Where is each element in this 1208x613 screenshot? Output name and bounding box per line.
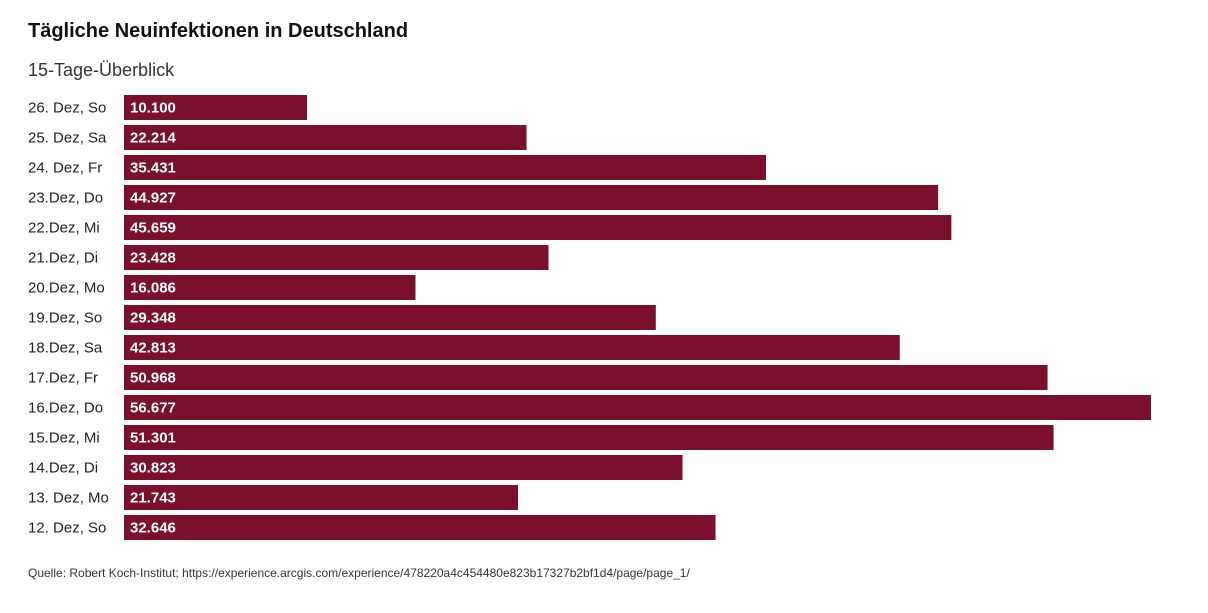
bar-row: 24. Dez, Fr 35.431 <box>28 155 767 180</box>
bar-row: 26. Dez, So 10.100 <box>28 95 308 120</box>
value-label: 10.100 <box>130 100 176 117</box>
category-label: 20.Dez, Mo <box>28 280 105 297</box>
source-note: Quelle: Robert Koch-Institut; https://ex… <box>28 566 690 580</box>
bar-row: 12. Dez, So 32.646 <box>28 515 716 540</box>
bar <box>124 485 518 510</box>
value-label: 35.431 <box>130 160 176 177</box>
category-label: 17.Dez, Fr <box>28 370 98 387</box>
bar-row: 13. Dez, Mo 21.743 <box>28 485 518 510</box>
bar-row: 23.Dez, Do 44.927 <box>28 185 939 210</box>
bar <box>124 455 683 480</box>
value-label: 45.659 <box>130 220 176 237</box>
value-label: 29.348 <box>130 310 176 327</box>
bar <box>124 515 716 540</box>
bar-row: 15.Dez, Mi 51.301 <box>28 425 1054 450</box>
value-label: 50.968 <box>130 370 176 387</box>
value-label: 23.428 <box>130 250 176 267</box>
bar <box>124 365 1048 390</box>
category-label: 24. Dez, Fr <box>28 160 102 177</box>
value-label: 56.677 <box>130 400 176 417</box>
category-label: 22.Dez, Mi <box>28 220 100 237</box>
category-label: 26. Dez, So <box>28 100 106 117</box>
value-label: 30.823 <box>130 460 176 477</box>
value-label: 21.743 <box>130 490 176 507</box>
bar <box>124 185 939 210</box>
bar <box>124 275 416 300</box>
bar <box>124 335 900 360</box>
category-label: 16.Dez, Do <box>28 400 103 417</box>
chart-subtitle: 15-Tage-Überblick <box>28 60 175 80</box>
bar <box>124 155 767 180</box>
bar <box>124 425 1054 450</box>
bar <box>124 95 308 120</box>
value-label: 32.646 <box>130 520 176 537</box>
chart-title: Tägliche Neuinfektionen in Deutschland <box>28 20 409 42</box>
bar <box>124 305 656 330</box>
value-label: 51.301 <box>130 430 176 447</box>
category-label: 18.Dez, Sa <box>28 340 103 357</box>
category-label: 25. Dez, Sa <box>28 130 107 147</box>
value-label: 44.927 <box>130 190 176 207</box>
bar-row: 14.Dez, Di 30.823 <box>28 455 683 480</box>
bar-row: 22.Dez, Mi 45.659 <box>28 215 952 240</box>
value-label: 42.813 <box>130 340 176 357</box>
category-label: 21.Dez, Di <box>28 250 98 267</box>
bar <box>124 395 1151 420</box>
category-label: 14.Dez, Di <box>28 460 98 477</box>
bar <box>124 125 527 150</box>
bar-row: 19.Dez, So 29.348 <box>28 305 656 330</box>
bar-row: 18.Dez, Sa 42.813 <box>28 335 900 360</box>
bar-row: 21.Dez, Di 23.428 <box>28 245 549 270</box>
category-label: 13. Dez, Mo <box>28 490 109 507</box>
category-label: 19.Dez, So <box>28 310 102 327</box>
category-label: 15.Dez, Mi <box>28 430 100 447</box>
bar-row: 16.Dez, Do 56.677 <box>28 395 1151 420</box>
bar-row: 20.Dez, Mo 16.086 <box>28 275 416 300</box>
bar <box>124 215 952 240</box>
value-label: 22.214 <box>130 130 177 147</box>
category-label: 12. Dez, So <box>28 520 106 537</box>
bar-row: 17.Dez, Fr 50.968 <box>28 365 1048 390</box>
bar <box>124 245 549 270</box>
bar-row: 25. Dez, Sa 22.214 <box>28 125 527 150</box>
value-label: 16.086 <box>130 280 176 297</box>
category-label: 23.Dez, Do <box>28 190 103 207</box>
